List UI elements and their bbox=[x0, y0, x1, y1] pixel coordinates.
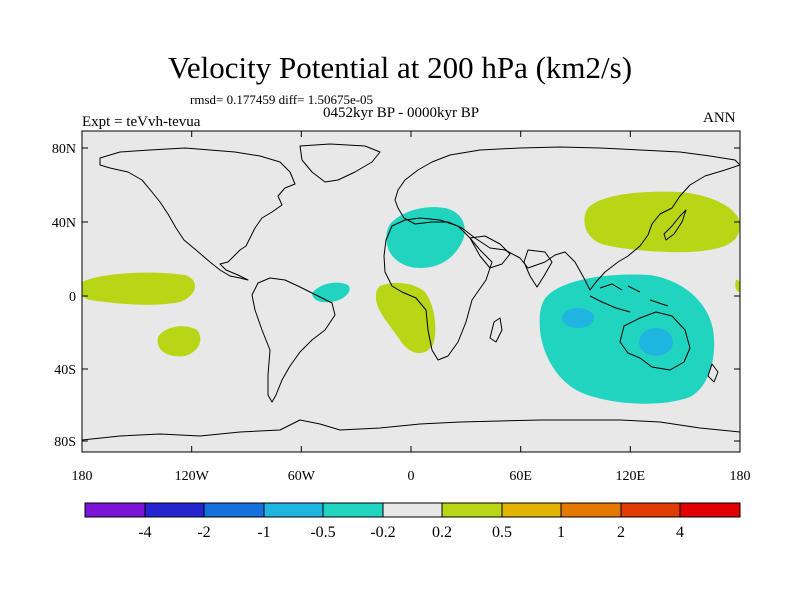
colorbar-label: -0.2 bbox=[370, 524, 395, 541]
coast-australia bbox=[619, 311, 691, 371]
coast-europe-asia bbox=[394, 146, 740, 291]
colorbar-label: -1 bbox=[257, 524, 270, 541]
coast-new-zealand bbox=[707, 363, 719, 383]
anomaly-dateline-edge bbox=[735, 279, 740, 293]
colorbar-label: 4 bbox=[676, 524, 684, 541]
lon-tick-label: 120W bbox=[175, 469, 210, 484]
map-ticks bbox=[81, 131, 741, 452]
coast-india bbox=[523, 249, 553, 288]
colorbar-swatch bbox=[620, 502, 681, 518]
anomaly-indo-pacific bbox=[539, 274, 715, 404]
anomaly-northern-australia bbox=[639, 328, 673, 356]
colorbar-swatch bbox=[679, 502, 741, 518]
colorbar-label: -4 bbox=[138, 524, 151, 541]
colorbar bbox=[84, 502, 741, 518]
colorbar-label: 0.2 bbox=[432, 524, 452, 541]
plot-title: Velocity Potential at 200 hPa (km2/s) bbox=[167, 50, 633, 85]
experiment-label: Expt = teVvh-tevua bbox=[82, 114, 201, 130]
lon-tick-label: 60E bbox=[509, 469, 532, 484]
stats-line: rmsd= 0.177459 diff= 1.50675e-05 bbox=[190, 92, 374, 107]
anomaly-east-pacific bbox=[82, 272, 195, 305]
colorbar-swatch bbox=[560, 502, 622, 518]
colorbar-label: -2 bbox=[197, 524, 210, 541]
lat-tick-label: 0 bbox=[69, 290, 76, 305]
colorbar-swatch bbox=[263, 502, 324, 518]
colorbar-label: 2 bbox=[617, 524, 625, 541]
lat-tick-label: 40N bbox=[52, 216, 76, 231]
coast-japan bbox=[663, 209, 687, 241]
lon-tick-label: 60W bbox=[288, 469, 316, 484]
colorbar-swatch bbox=[203, 502, 265, 518]
coast-africa bbox=[383, 217, 493, 361]
coast-arabia bbox=[469, 235, 511, 269]
lat-tick-label: 80S bbox=[54, 435, 76, 450]
coastlines bbox=[82, 143, 740, 441]
coast-antarctica bbox=[82, 419, 740, 441]
colorbar-swatch bbox=[322, 502, 384, 518]
coast-madagascar bbox=[489, 317, 503, 343]
colorbar-label: -0.5 bbox=[310, 524, 335, 541]
colorbar-label: 1 bbox=[557, 524, 565, 541]
lon-tick-label: 0 bbox=[408, 469, 415, 484]
coast-greenland bbox=[299, 143, 381, 183]
anomaly-north-pacific bbox=[584, 191, 740, 253]
colorbar-swatch bbox=[84, 502, 146, 518]
anomaly-south-atlantic bbox=[375, 282, 436, 354]
lat-tick-label: 80N bbox=[52, 142, 76, 157]
anomaly-southeast-pacific bbox=[157, 326, 201, 357]
lon-tick-label: 120E bbox=[616, 469, 646, 484]
lon-tick-label: 180 bbox=[730, 469, 751, 484]
coast-south-america bbox=[251, 277, 336, 403]
period-label: 0452kyr BP - 0000kyr BP bbox=[323, 105, 480, 121]
lon-tick-label: 180 bbox=[72, 469, 93, 484]
coast-north-america bbox=[99, 147, 296, 281]
colorbar-swatch bbox=[382, 502, 443, 518]
anomaly-eastern-indian-ocean bbox=[562, 308, 594, 328]
season-label: ANN bbox=[703, 110, 736, 126]
colorbar-swatch bbox=[441, 502, 503, 518]
colorbar-swatch bbox=[144, 502, 205, 518]
colorbar-swatch bbox=[501, 502, 562, 518]
coast-indonesia bbox=[589, 283, 669, 313]
lat-tick-label: 40S bbox=[54, 363, 76, 378]
colorbar-label: 0.5 bbox=[492, 524, 512, 541]
